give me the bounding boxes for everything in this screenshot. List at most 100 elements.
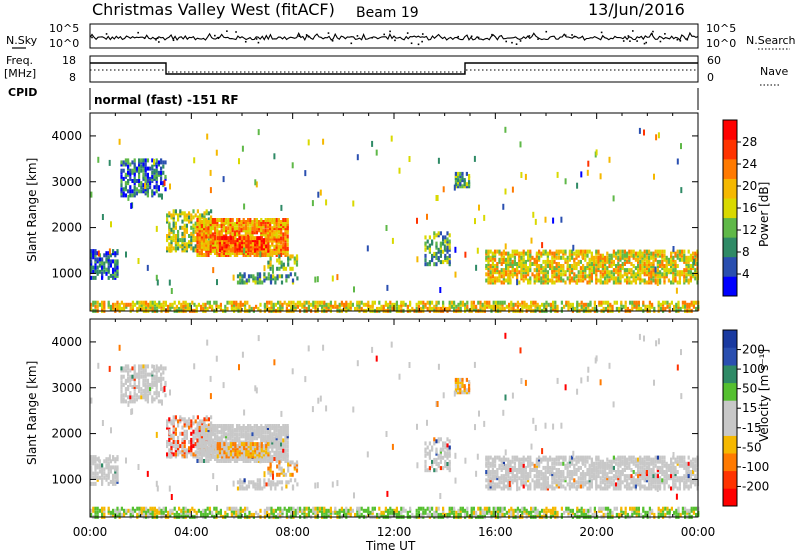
freq-frame [89, 55, 699, 83]
power-cell [426, 306, 429, 311]
velocity-cell [267, 442, 270, 447]
velocity-cell [242, 424, 245, 428]
power-cell [632, 272, 635, 277]
power-cell [258, 220, 261, 224]
power-cell [259, 302, 262, 307]
power-cell [612, 253, 615, 258]
power-cell [295, 256, 299, 261]
velocity-cell [254, 446, 257, 451]
power-cell [461, 171, 464, 176]
power-cell [196, 244, 199, 249]
power-cell [198, 220, 201, 224]
power-cell [199, 213, 202, 218]
power-cell [170, 288, 173, 294]
velocity-cell [116, 467, 119, 472]
power-cell [222, 176, 225, 183]
power-cell [120, 306, 123, 311]
power-cell [457, 182, 460, 187]
power-cell [96, 300, 99, 305]
power-cell [178, 300, 181, 305]
power-cell [215, 300, 218, 305]
power-cell [234, 236, 237, 241]
power-cell [280, 253, 283, 257]
velocity-cell [243, 446, 246, 451]
power-cell [630, 280, 633, 285]
power-cell [455, 304, 458, 309]
power-cell [599, 173, 602, 180]
power-cell [279, 300, 282, 305]
power-cell [588, 276, 591, 281]
power-cell [496, 266, 499, 271]
velocity-cell [218, 438, 221, 443]
power-cell [650, 266, 653, 271]
velocity-cell [459, 377, 462, 382]
power-cell [277, 251, 280, 255]
power-cell [675, 287, 678, 294]
power-cell [676, 272, 679, 277]
power-cell [586, 280, 589, 285]
velocity-cell [214, 440, 217, 445]
power-cell [416, 256, 419, 263]
power-cell [211, 222, 214, 227]
power-cell [94, 269, 97, 274]
velocity-cell [494, 484, 497, 489]
power-cell [461, 176, 464, 180]
power-cell [551, 255, 554, 260]
power-cell [595, 278, 598, 283]
power-cell [604, 306, 607, 311]
velocity-cell [218, 446, 222, 451]
power-cell [650, 280, 653, 285]
power-cell [232, 274, 235, 281]
velocity-cell [188, 417, 191, 422]
power-cell [692, 302, 695, 307]
velocity-cell [133, 393, 136, 398]
power-cell [422, 300, 425, 305]
velocity-cell [211, 448, 214, 453]
velocity-cell [487, 461, 490, 466]
power-cell [571, 276, 574, 281]
velocity-cell [149, 387, 152, 392]
noise-search-dot [217, 37, 220, 40]
power-cell [538, 304, 541, 309]
power-cell [221, 236, 224, 241]
velocity-cell [188, 421, 191, 426]
power-cell [524, 251, 527, 256]
power-cell [694, 268, 697, 273]
velocity-cell [498, 455, 501, 460]
velocity-cell [144, 378, 147, 383]
power-cell [527, 255, 530, 260]
power-cell [557, 278, 560, 283]
velocity-cell [485, 455, 488, 460]
power-cell [231, 222, 234, 227]
power-cell [225, 226, 228, 231]
power-cell [218, 218, 221, 222]
velocity-cell [468, 388, 471, 393]
velocity-cell [196, 459, 199, 463]
velocity-cell [225, 442, 228, 447]
velocity-cell [194, 442, 197, 447]
velocity-cell [269, 444, 272, 449]
power-cell [249, 232, 252, 237]
power-cell [162, 164, 165, 169]
velocity-cell [271, 424, 274, 428]
power-cell [511, 266, 514, 271]
velocity-cell [253, 457, 256, 461]
power-cell [218, 232, 221, 237]
velocity-cell [205, 448, 208, 453]
power-cell [216, 248, 219, 253]
velocity-cell [507, 468, 510, 472]
velocity-cell [291, 472, 294, 477]
power-cell [260, 232, 263, 237]
power-cell [500, 253, 503, 258]
power-cell [264, 232, 267, 237]
power-cell [120, 168, 123, 173]
velocity-cell [190, 425, 193, 430]
power-cell [122, 160, 125, 165]
power-cell [234, 246, 237, 251]
velocity-cell [256, 446, 259, 451]
power-cell [557, 255, 560, 260]
power-cell [628, 276, 631, 281]
power-cell [612, 249, 615, 254]
power-cell [393, 306, 396, 311]
velocity-cell [280, 446, 283, 451]
